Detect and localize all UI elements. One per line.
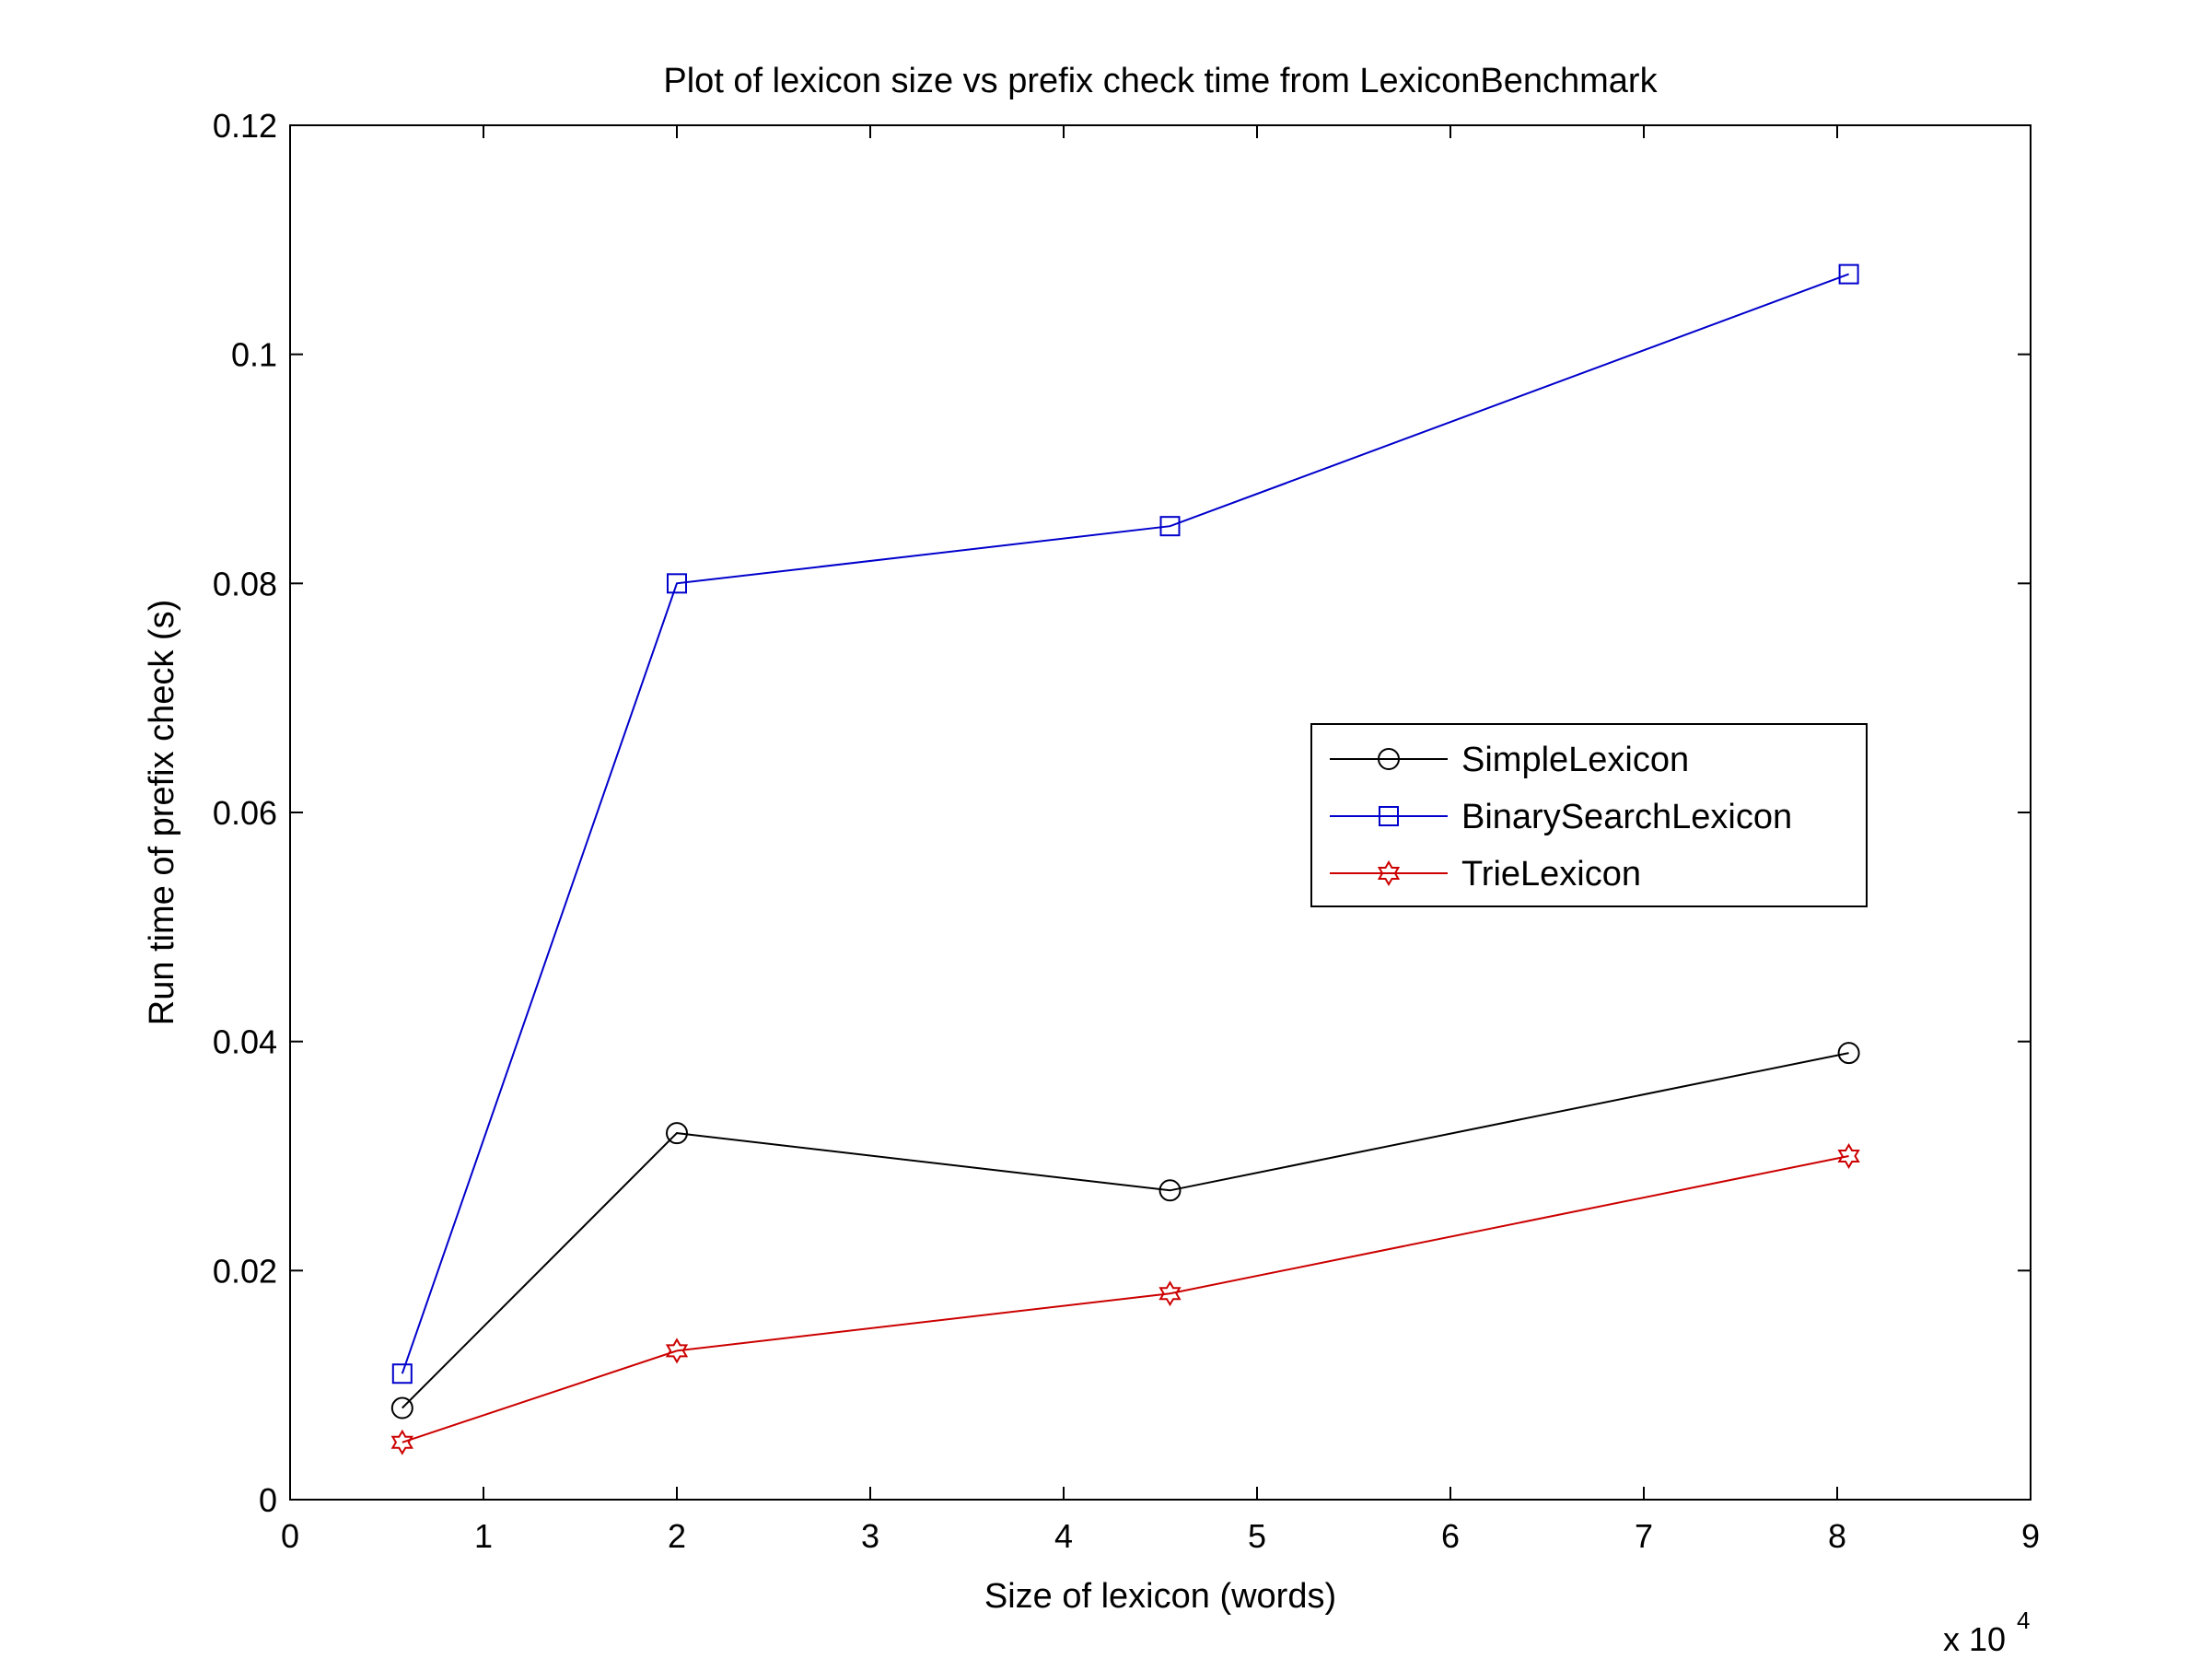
x-tick-label: 6 xyxy=(1441,1517,1460,1555)
series-line xyxy=(402,1052,1849,1409)
legend-label: TrieLexicon xyxy=(1461,855,1641,894)
legend: SimpleLexicon BinarySearchLexicon TrieLexi… xyxy=(1310,723,1868,907)
data-point xyxy=(390,1396,413,1419)
x-axis-label: Size of lexicon (words) xyxy=(984,1577,1336,1616)
x-tick-label: 2 xyxy=(668,1517,686,1555)
x-tick-label: 4 xyxy=(1054,1517,1073,1555)
data-point xyxy=(667,573,687,594)
legend-marker xyxy=(1379,806,1399,826)
data-point xyxy=(1158,1179,1182,1202)
data-point xyxy=(1837,1143,1860,1169)
y-tick-label: 0 xyxy=(259,1481,277,1519)
y-tick-label: 0.06 xyxy=(213,794,277,832)
series-line xyxy=(402,1155,1849,1443)
series-layer xyxy=(390,263,1860,1455)
legend-marker xyxy=(1377,860,1401,886)
data-point xyxy=(1159,516,1181,537)
data-point xyxy=(390,1429,413,1455)
x-tick-label: 3 xyxy=(861,1517,879,1555)
x-axis-multiplier: x 10 xyxy=(1943,1620,2006,1658)
y-tick-label: 0.1 xyxy=(231,336,277,374)
x-axis-multiplier-exponent: 4 xyxy=(2017,1606,2030,1634)
data-point xyxy=(391,1363,413,1384)
y-tick-label: 0.12 xyxy=(213,107,277,145)
data-point xyxy=(1838,263,1859,285)
legend-items: SimpleLexicon BinarySearchLexicon TrieLexi… xyxy=(1330,741,1792,894)
data-point xyxy=(1158,1280,1182,1307)
y-tick-label: 0.02 xyxy=(213,1252,277,1290)
legend-label: SimpleLexicon xyxy=(1461,741,1689,779)
x-tick-label: 5 xyxy=(1248,1517,1266,1555)
x-tick-label: 7 xyxy=(1635,1517,1653,1555)
data-point xyxy=(1837,1042,1860,1065)
y-tick-label: 0.08 xyxy=(213,565,277,602)
x-tick-label: 1 xyxy=(474,1517,493,1555)
series-trielexicon xyxy=(390,1143,1860,1455)
data-point xyxy=(666,1122,688,1145)
x-tick-label: 9 xyxy=(2021,1517,2040,1555)
x-tick-label: 8 xyxy=(1828,1517,1846,1555)
legend-marker xyxy=(1378,748,1400,770)
chart-title: Plot of lexicon size vs prefix check tim… xyxy=(663,62,1658,100)
legend-label: BinarySearchLexicon xyxy=(1461,798,1792,836)
y-tick-label: 0.04 xyxy=(213,1023,277,1061)
data-point xyxy=(665,1338,689,1364)
series-line xyxy=(401,273,1849,1374)
x-tick-label: 0 xyxy=(281,1517,299,1555)
axis-ticks: 0 1 2 3 4 5 6 7 8 9 0 0.02 0.04 0.06 0.08 0.1 0.12 xyxy=(213,107,2040,1555)
y-axis-label: Run time of prefix check (s) xyxy=(143,600,181,1025)
series-simplelexicon xyxy=(390,1042,1860,1419)
series-binarysearchlexicon xyxy=(391,263,1859,1384)
